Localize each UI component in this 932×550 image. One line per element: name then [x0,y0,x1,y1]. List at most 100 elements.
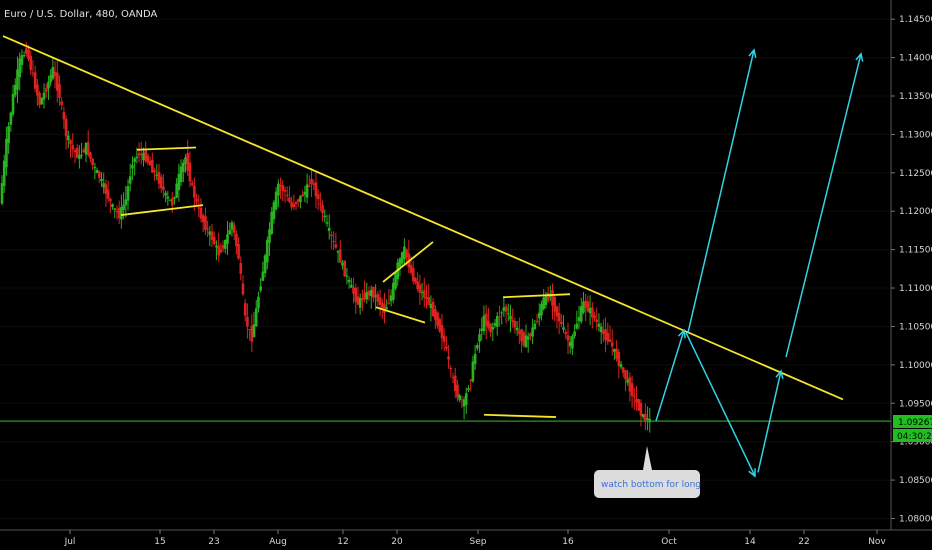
candle-body [80,154,83,156]
candle-body [420,292,424,294]
candle-body [173,197,176,199]
candle-body [16,69,19,90]
y-tick-label: 1.13000 [899,130,932,140]
y-tick-label: 1.11500 [899,246,932,256]
candle-body [392,282,395,300]
candle-body [31,72,35,74]
y-tick-label: 1.08500 [899,476,932,486]
candle-body [86,142,90,155]
x-tick-label: 23 [208,537,219,547]
candle-body [591,307,594,318]
candle-body [71,145,75,150]
candle-body [47,81,50,89]
price-axis[interactable]: 1.14500 1.14000 1.13500 1.13000 1.12500 1.120… [891,15,932,524]
candle-body [418,284,422,293]
x-tick-label: 22 [798,537,809,547]
note-callout[interactable]: watch bottom for long [594,446,701,498]
candle-body [27,49,30,60]
candle-body [553,297,557,312]
candle-body [288,197,291,202]
candle-body [44,88,48,92]
candle-body [155,174,159,176]
candle-body [301,194,304,197]
candle-body [190,182,194,186]
candle-body [49,75,52,83]
candle-body [75,147,79,158]
candle-body [164,192,167,196]
candle-body [294,202,298,205]
candle-body [595,319,599,323]
candle-body [217,245,220,256]
candle-body [261,271,265,281]
candle-body [219,249,223,253]
candle-body [471,361,475,382]
candle-body [179,166,183,183]
x-tick-label: 14 [744,537,756,547]
projection-long-2 [785,53,862,358]
candle-body [621,367,625,373]
candle-body [38,92,41,105]
candle-body [597,323,601,327]
candle-body [237,243,240,259]
time-axis[interactable]: Jul 15 23 Aug 12 20 Sep 16 Oct 14 22 Nov [64,530,887,547]
candle-body [506,313,510,315]
candle-body [122,204,125,210]
candle-body [524,335,528,348]
candle-body [564,332,568,335]
candle-body [617,351,621,366]
candle-body [281,184,285,191]
candle-body [630,383,634,397]
candle-body [272,202,276,220]
candle-body [330,234,333,237]
y-tick-label: 1.11000 [899,284,932,294]
candle-body [425,296,428,299]
candle-body [372,286,375,298]
candle-body [451,376,455,378]
candle-body [58,84,61,98]
candle-body [113,208,117,210]
candle-body [429,304,433,309]
candle-body [422,290,426,298]
candle-body [263,255,267,274]
candle-body [442,335,446,342]
candle-body [610,342,614,347]
x-tick-label: Sep [470,537,487,547]
candle-body [62,112,66,120]
candle-body [546,292,550,301]
candle-body [109,198,112,202]
candle-body [285,194,289,196]
candle-body [562,327,565,330]
candle-body [588,308,592,314]
candle-body [445,346,448,349]
candle-body [204,216,207,231]
x-tick-label: 16 [562,537,574,547]
candle-body [193,185,196,198]
candle-body [356,296,360,305]
candle-body [124,199,128,206]
candle-body [365,291,369,300]
candle-body [137,153,141,156]
candle-body [482,315,486,332]
x-tick-label: Aug [269,537,287,547]
candle-body [55,72,59,91]
y-tick-label: 1.12500 [899,169,932,179]
candle-body [500,312,503,314]
candle-body [210,231,214,240]
candle-body [257,296,260,309]
pattern-line [483,413,557,418]
candle-body [212,236,216,245]
candle-body [279,184,282,187]
candle-body [84,142,88,155]
candle-body [175,183,178,198]
projection-down [685,332,756,477]
candle-body [268,229,271,243]
candle-body [361,297,364,301]
candle-body [235,233,238,247]
candle-body [389,295,393,302]
candle-body [25,48,28,54]
candle-body [646,418,649,421]
candle-body [232,224,236,233]
projection-head-4 [775,369,784,379]
candle-body [498,316,501,318]
